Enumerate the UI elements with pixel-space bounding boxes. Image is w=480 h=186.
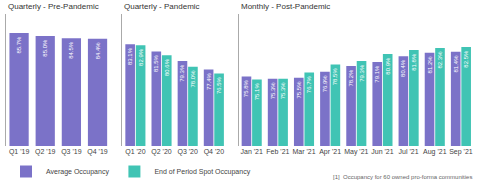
svg-text:Aug '21: Aug '21	[423, 148, 447, 156]
svg-text:81.8%: 81.8%	[411, 53, 417, 71]
svg-text:83.1%: 83.1%	[127, 47, 133, 65]
svg-text:78.5%: 78.5%	[332, 68, 338, 86]
svg-text:Average Occupancy: Average Occupancy	[46, 168, 109, 176]
svg-text:77.4%: 77.4%	[206, 72, 212, 90]
svg-text:Quarterly - Pandemic: Quarterly - Pandemic	[124, 2, 200, 11]
svg-text:Q2 '20: Q2 '20	[151, 148, 172, 156]
svg-text:85.7%: 85.7%	[16, 36, 22, 54]
svg-text:80.6%: 80.6%	[164, 58, 170, 76]
svg-text:Q2 '19: Q2 '19	[35, 148, 56, 156]
svg-text:Monthly - Post-Pandemic: Monthly - Post-Pandemic	[241, 2, 330, 11]
svg-text:81.5%: 81.5%	[153, 54, 159, 72]
svg-text:Jun '21: Jun '21	[371, 148, 393, 155]
svg-text:75.3%: 75.3%	[270, 82, 276, 100]
svg-text:Feb '21: Feb '21	[266, 148, 289, 155]
svg-text:Q4 '20: Q4 '20	[204, 148, 225, 156]
svg-text:Quarterly - Pre-Pandemic: Quarterly - Pre-Pandemic	[8, 2, 99, 11]
svg-text:Mar '21: Mar '21	[292, 148, 315, 155]
svg-text:84.5%: 84.5%	[68, 41, 74, 59]
svg-text:Q3 '19: Q3 '19	[61, 148, 82, 156]
svg-text:80.4%: 80.4%	[400, 59, 406, 77]
svg-text:84.4%: 84.4%	[95, 42, 101, 60]
svg-text:81.2%: 81.2%	[427, 56, 433, 74]
svg-text:75.3%: 75.3%	[280, 82, 286, 100]
svg-text:Jan '21: Jan '21	[241, 148, 263, 155]
svg-text:Q3 '20: Q3 '20	[177, 148, 198, 156]
svg-text:78.0%: 78.0%	[190, 70, 196, 88]
svg-text:May '21: May '21	[344, 148, 368, 156]
svg-text:85.0%: 85.0%	[42, 39, 48, 57]
svg-text:76.5%: 76.5%	[216, 76, 222, 94]
svg-text:Apr '21: Apr '21	[319, 148, 341, 156]
svg-text:79.3%: 79.3%	[359, 64, 365, 82]
svg-text:82.5%: 82.5%	[463, 50, 469, 68]
svg-text:Q1 '19: Q1 '19	[9, 148, 30, 156]
svg-text:Q4 '19: Q4 '19	[87, 148, 108, 156]
svg-text:Q1 '20: Q1 '20	[125, 148, 146, 156]
svg-text:82.9%: 82.9%	[138, 48, 144, 66]
svg-text:78.2%: 78.2%	[348, 69, 354, 87]
svg-text:Sep '21: Sep '21	[449, 148, 473, 156]
svg-text:75.8%: 75.8%	[243, 79, 249, 97]
svg-text:79.1%: 79.1%	[374, 65, 380, 83]
svg-text:82.3%: 82.3%	[437, 51, 443, 69]
svg-text:75.1%: 75.1%	[254, 83, 260, 101]
svg-text:[1] Occupancy for 60 owned pr: [1] Occupancy for 60 owned pro-forma com…	[333, 174, 472, 180]
svg-text:80.9%: 80.9%	[385, 57, 391, 75]
svg-text:End of Period Spot Occupancy: End of Period Spot Occupancy	[154, 168, 250, 176]
svg-text:75.5%: 75.5%	[296, 81, 302, 99]
svg-text:Jul '21: Jul '21	[399, 148, 419, 155]
svg-text:76.9%: 76.9%	[322, 75, 328, 93]
svg-text:79.3%: 79.3%	[179, 64, 185, 82]
svg-text:81.4%: 81.4%	[453, 55, 459, 73]
svg-text:76.7%: 76.7%	[306, 76, 312, 94]
